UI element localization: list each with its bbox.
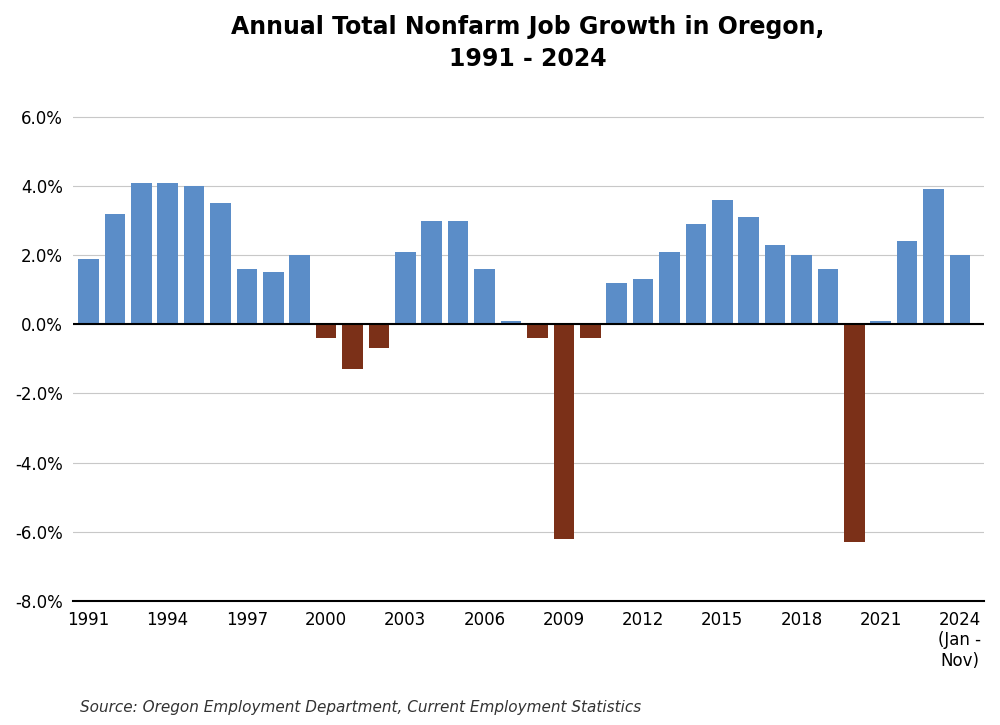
Bar [78,259,99,324]
Title: Annual Total Nonfarm Job Growth in Oregon,
1991 - 2024: Annual Total Nonfarm Job Growth in Orego… [231,15,825,70]
Bar [870,320,891,324]
Bar [237,269,257,324]
Bar [527,324,548,338]
Bar [712,200,733,324]
Bar [686,224,706,324]
Bar [765,245,785,324]
Bar [818,269,838,324]
Text: Source: Oregon Employment Department, Current Employment Statistics: Source: Oregon Employment Department, Cu… [80,700,641,715]
Bar [791,255,812,324]
Bar [923,189,944,324]
Bar [950,255,970,324]
Bar [554,324,574,539]
Bar [289,255,310,324]
Bar [395,252,416,324]
Bar [342,324,363,369]
Bar [448,220,468,324]
Bar [897,241,917,324]
Bar [633,279,653,324]
Bar [580,324,601,338]
Bar [316,324,336,338]
Bar [501,320,521,324]
Bar [157,183,178,324]
Bar [369,324,389,349]
Bar [474,269,495,324]
Bar [659,252,680,324]
Bar [844,324,865,542]
Bar [738,217,759,324]
Bar [131,183,152,324]
Bar [210,203,231,324]
Bar [184,186,204,324]
Bar [606,283,627,324]
Bar [421,220,442,324]
Bar [263,273,284,324]
Bar [105,214,125,324]
